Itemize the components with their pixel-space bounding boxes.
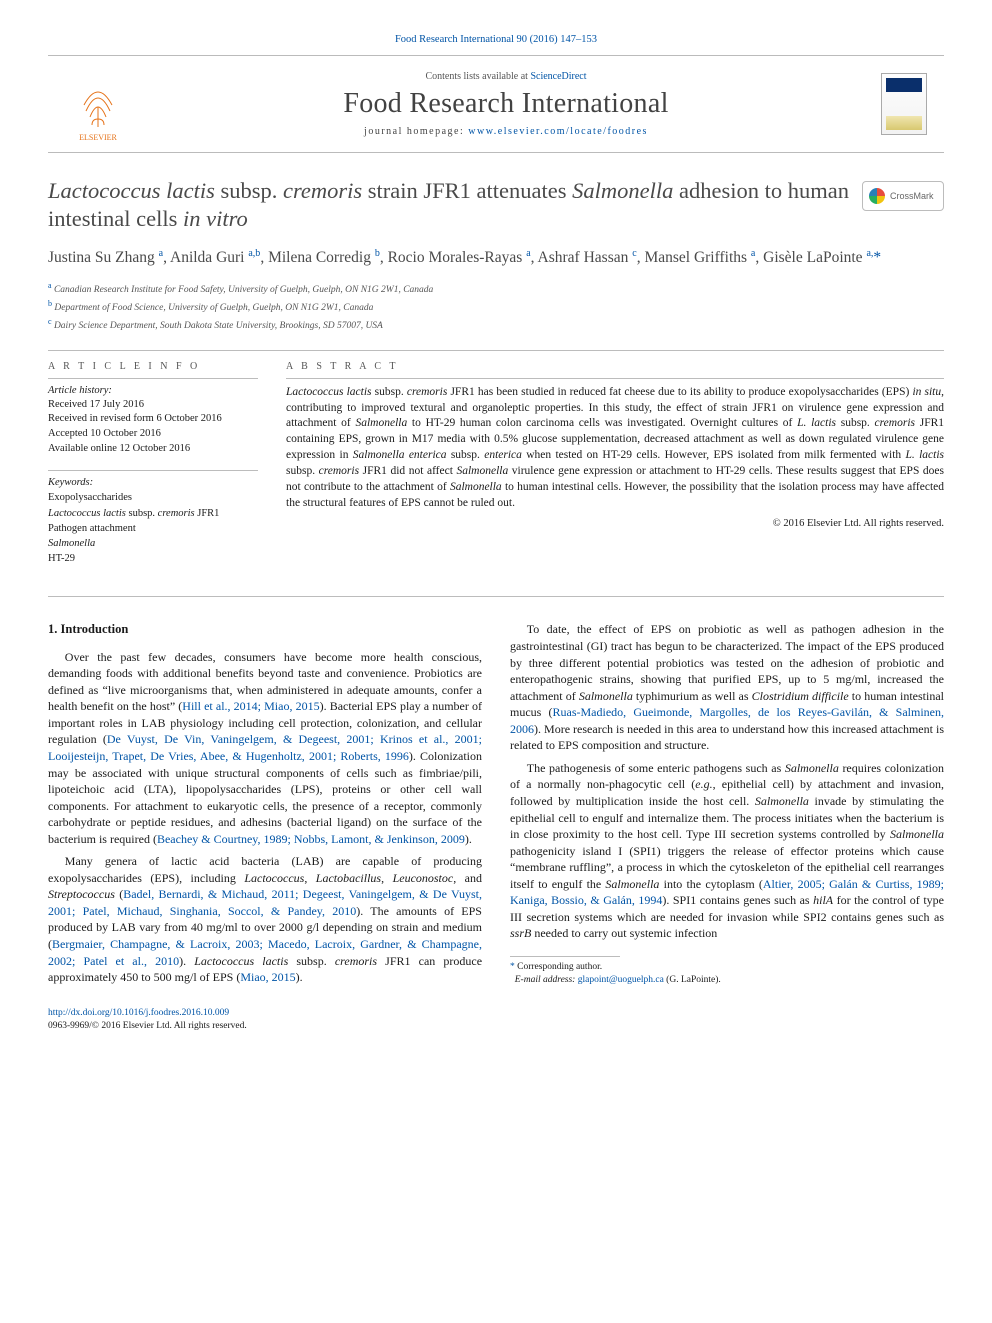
divider <box>48 350 944 351</box>
abstract-text: Lactococcus lactis subsp. cremoris JFR1 … <box>286 378 944 512</box>
sciencedirect-link[interactable]: ScienceDirect <box>530 71 586 82</box>
body-paragraph: The pathogenesis of some enteric pathoge… <box>510 760 944 942</box>
citation-line: Food Research International 90 (2016) 14… <box>48 34 944 45</box>
keyword-line: Salmonella <box>48 536 258 551</box>
crossmark-icon <box>869 188 885 204</box>
article-body: 1. Introduction Over the past few decade… <box>48 621 944 989</box>
history-line: Received 17 July 2016 <box>48 398 258 413</box>
cover-image-icon <box>881 73 927 135</box>
keywords-label: Keywords: <box>48 477 258 488</box>
abstract-copyright: © 2016 Elsevier Ltd. All rights reserved… <box>286 518 944 529</box>
author-list: Justina Su Zhang a, Anilda Guri a,b, Mil… <box>48 247 944 270</box>
contents-available-line: Contents lists available at ScienceDirec… <box>148 71 864 82</box>
journal-homepage-line: journal homepage: www.elsevier.com/locat… <box>148 126 864 137</box>
affiliation-line: c Dairy Science Department, South Dakota… <box>48 316 944 334</box>
corresponding-footnote: * Corresponding author. E-mail address: … <box>510 961 944 987</box>
crossmark-label: CrossMark <box>890 191 934 201</box>
history-label: Article history: <box>48 385 258 396</box>
history-line: Accepted 10 October 2016 <box>48 427 258 442</box>
article-info-label: A R T I C L E I N F O <box>48 361 258 372</box>
article-footer: http://dx.doi.org/10.1016/j.foodres.2016… <box>48 1007 944 1033</box>
history-line: Received in revised form 6 October 2016 <box>48 412 258 427</box>
footnote-separator <box>510 956 620 957</box>
body-paragraph: Over the past few decades, consumers hav… <box>48 649 482 848</box>
journal-name: Food Research International <box>148 88 864 120</box>
publisher-logo: ELSEVIER <box>48 66 148 142</box>
affiliation-line: a Canadian Research Institute for Food S… <box>48 280 944 298</box>
keyword-line: HT-29 <box>48 551 258 566</box>
keyword-line: Lactococcus lactis subsp. cremoris JFR1 <box>48 506 258 521</box>
keyword-line: Exopolysaccharides <box>48 490 258 505</box>
keyword-line: Pathogen attachment <box>48 521 258 536</box>
body-paragraph: Many genera of lactic acid bacteria (LAB… <box>48 853 482 985</box>
section-heading: 1. Introduction <box>48 621 482 638</box>
body-paragraph: To date, the effect of EPS on probiotic … <box>510 621 944 753</box>
divider <box>48 596 944 597</box>
affiliations: a Canadian Research Institute for Food S… <box>48 280 944 334</box>
journal-cover-thumb <box>864 66 944 142</box>
article-title: Lactococcus lactis subsp. cremoris strai… <box>48 177 850 233</box>
journal-homepage-link[interactable]: www.elsevier.com/locate/foodres <box>468 126 648 137</box>
issn-copyright: 0963-9969/© 2016 Elsevier Ltd. All right… <box>48 1021 247 1031</box>
abstract-label: A B S T R A C T <box>286 361 944 372</box>
doi-link[interactable]: http://dx.doi.org/10.1016/j.foodres.2016… <box>48 1008 229 1018</box>
journal-header: ELSEVIER Contents lists available at Sci… <box>48 55 944 153</box>
publisher-name: ELSEVIER <box>79 133 117 142</box>
elsevier-tree-icon: ELSEVIER <box>64 66 132 142</box>
affiliation-line: b Department of Food Science, University… <box>48 298 944 316</box>
history-line: Available online 12 October 2016 <box>48 442 258 457</box>
corresponding-email-link[interactable]: glapoint@uoguelph.ca <box>578 975 664 985</box>
crossmark-badge[interactable]: CrossMark <box>862 181 944 211</box>
